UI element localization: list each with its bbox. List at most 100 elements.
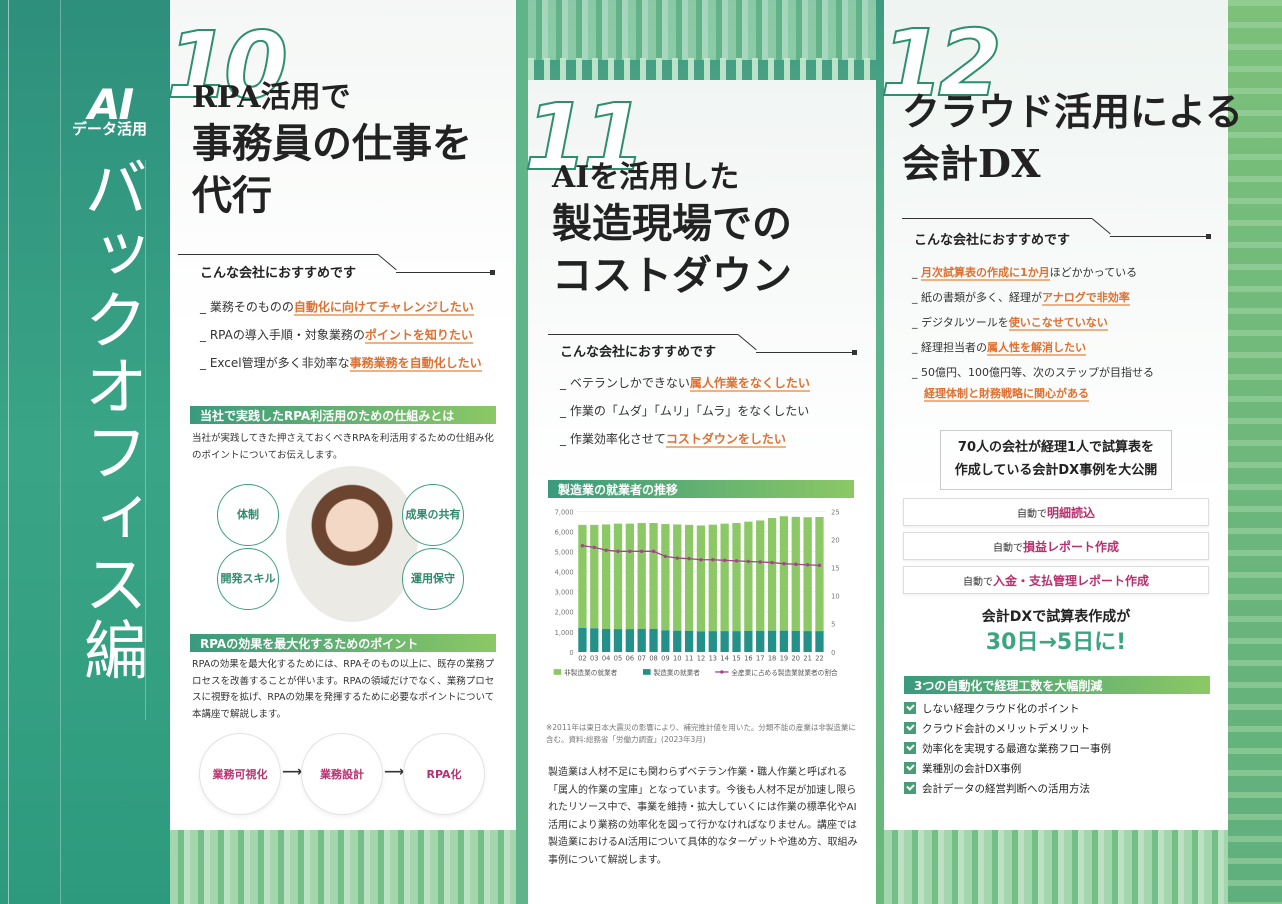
bar-non-manufacturing: [803, 517, 812, 632]
spine-title: バックオフィス編: [73, 155, 147, 683]
x-tick-label: 06: [626, 655, 634, 663]
recommend-item: _ 業務そのものの自動化に向けてチャレンジしたい: [200, 300, 474, 316]
x-tick-label: 09: [661, 655, 669, 663]
y2-tick-label: 5: [831, 621, 835, 629]
bar-manufacturing: [756, 630, 765, 652]
ratio-point: [663, 554, 668, 559]
bar-non-manufacturing: [791, 516, 800, 631]
bar-non-manufacturing: [590, 524, 599, 629]
y-tick-label: 5,000: [555, 548, 574, 556]
legend-label: 製造業の就業者: [653, 668, 700, 677]
list-heading-bar: 3つの自動化で経理工数を大幅削減: [904, 676, 1210, 694]
x-tick-label: 12: [697, 655, 705, 663]
auto-item-cash-report: 自動で 入金・支払管理レポート作成: [903, 566, 1209, 594]
legend-label: 非製造業の就業者: [564, 668, 617, 677]
recommend-item: _ RPAの導入手順・対象業務のポイントを知りたい: [200, 328, 473, 344]
bar-non-manufacturing: [601, 524, 611, 629]
check-icon: [904, 742, 916, 754]
auto-item-statements: 自動で 明細読込: [903, 498, 1209, 526]
bar-manufacturing: [708, 631, 717, 652]
bar-manufacturing: [732, 631, 741, 652]
ratio-point: [699, 558, 703, 562]
x-tick-label: 04: [602, 655, 610, 663]
list-item: しない経理クラウド化のポイント: [904, 698, 1111, 718]
legend-label: 全産業に占める製造業就業者の割合: [731, 668, 838, 677]
section10-title-line3: 代行: [192, 172, 272, 219]
feature-list: しない経理クラウド化のポイント クラウド会計のメリットデメリット 効率化を実現す…: [904, 698, 1111, 798]
bar-non-manufacturing: [708, 524, 717, 632]
bar-non-manufacturing: [744, 521, 753, 631]
list-item: 効率化を実現する最適な業務フロー事例: [904, 738, 1111, 758]
x-tick-label: 10: [673, 655, 681, 663]
y-tick-label: 0: [569, 649, 573, 657]
check-icon: [904, 702, 916, 714]
bar-manufacturing: [720, 631, 729, 652]
bar-manufacturing: [601, 628, 611, 652]
bar-manufacturing: [684, 630, 694, 652]
ratio-point: [687, 556, 691, 561]
ratio-point: [817, 563, 822, 568]
check-icon: [904, 722, 916, 734]
recommend-item: _ 作業の「ムダ」「ムリ」「ムラ」をなくしたい: [560, 404, 810, 418]
bar-manufacturing: [625, 629, 634, 652]
chart-heading-bar: 製造業の就業者の推移: [548, 480, 854, 498]
bar-manufacturing: [744, 630, 753, 652]
x-tick-label: 18: [768, 655, 776, 663]
bar-non-manufacturing: [613, 523, 623, 630]
spine-subtitle: データ活用: [72, 120, 148, 138]
recommend-title: こんな会社におすすめです: [914, 233, 1071, 248]
arrow-right-icon: ⟶: [282, 764, 303, 780]
y-tick-label: 2,000: [555, 609, 574, 617]
bar-non-manufacturing: [578, 524, 587, 628]
x-tick-label: 17: [756, 655, 764, 663]
bar-non-manufacturing: [732, 523, 741, 632]
x-tick-label: 03: [590, 655, 598, 663]
recommend-item: _ 経理担当者の属人性を解消したい: [912, 341, 1086, 356]
ratio-point: [628, 549, 632, 554]
section11-title-line1: AIを活用した: [552, 160, 740, 195]
circle-structure: 体制: [217, 484, 279, 546]
recommend-list: _ 業務そのものの自動化に向けてチャレンジしたい _ RPAの導入手順・対象業務…: [200, 298, 482, 382]
circle-share: 成果の共有: [402, 484, 464, 546]
y2-tick-label: 25: [831, 508, 839, 516]
legend-swatch: [553, 669, 562, 675]
ratio-point: [805, 563, 810, 567]
bar-manufacturing: [779, 630, 789, 652]
bar-non-manufacturing: [661, 524, 670, 631]
section11-title-line3: コストダウン: [552, 252, 792, 299]
block2-text: RPAの効果を最大化するためには、RPAそのもの以上に、既存の業務プロセスを改善…: [192, 659, 495, 720]
section12-title-line2: 会計DX: [902, 141, 1041, 186]
recommend-title: こんな会社におすすめです: [200, 266, 357, 281]
bar-non-manufacturing: [696, 525, 706, 632]
block1-text: 当社が実践してきた押さえておくべきRPAを利活用するための仕組み化のポイントにつ…: [192, 433, 494, 461]
circle-maintenance: 運用保守: [402, 548, 464, 610]
recommend-item: _ 紙の書類が多く、経理がアナログで非効率: [912, 291, 1130, 306]
y-tick-label: 7,000: [555, 508, 574, 516]
section10-title-line2: 事務員の仕事を: [192, 120, 472, 167]
check-icon: [904, 762, 916, 774]
ratio-point: [592, 545, 596, 550]
circle-skill: 開発スキル: [217, 548, 279, 610]
ratio-point: [711, 558, 715, 562]
bar-manufacturing: [637, 628, 646, 652]
bar-manufacturing: [767, 630, 777, 652]
x-tick-label: 11: [685, 655, 693, 663]
recommend-item: _ デジタルツールを使いこなせていない: [912, 316, 1108, 331]
legend-swatch: [643, 669, 651, 675]
ratio-point: [722, 558, 727, 563]
bar-non-manufacturing: [779, 516, 789, 631]
step-visualize: 業務可視化: [200, 734, 280, 814]
y2-tick-label: 10: [831, 593, 839, 601]
recommend-item: 経理体制と財務戦略に関心がある: [924, 387, 1089, 402]
ratio-point: [616, 549, 620, 554]
ratio-point: [639, 549, 644, 554]
chart-note: ※2011年は東日本大震災の影響により、補完推計値を用いた。分類不能の産業は非製…: [546, 723, 856, 744]
x-tick-label: 22: [815, 655, 823, 663]
dx-result-line1: 会計DXで試算表作成が: [981, 609, 1131, 625]
recommend-item: _ 作業効率化させてコストダウンをしたい: [560, 432, 786, 448]
y2-tick-label: 0: [831, 649, 835, 657]
y2-tick-label: 15: [831, 564, 839, 572]
step-design: 業務設計: [302, 734, 382, 814]
y-tick-label: 4,000: [555, 569, 574, 577]
